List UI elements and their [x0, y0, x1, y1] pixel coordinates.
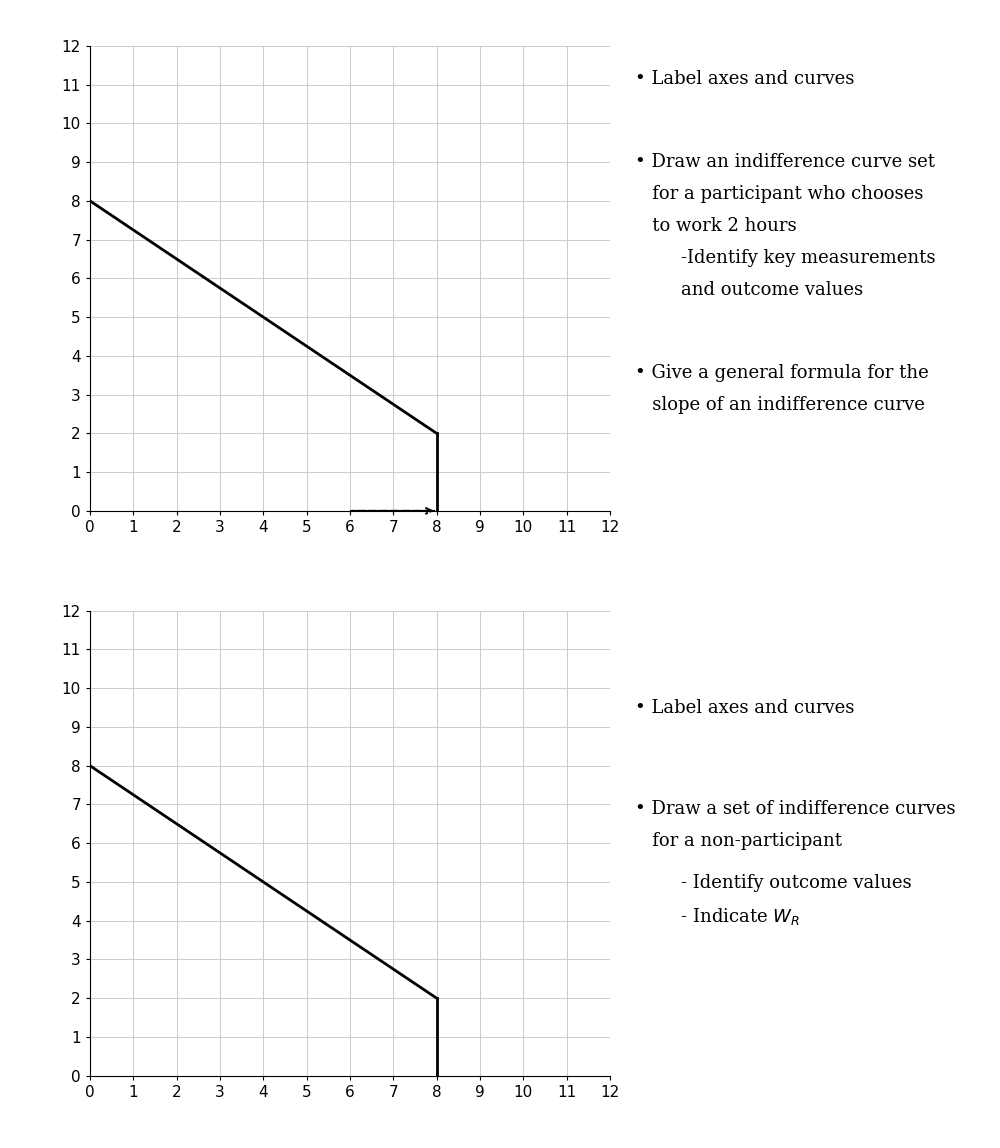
Text: • Give a general formula for the: • Give a general formula for the	[635, 364, 929, 382]
Text: slope of an indifference curve: slope of an indifference curve	[635, 396, 925, 414]
Text: for a participant who chooses: for a participant who chooses	[635, 185, 923, 203]
Text: - Indicate $W_R$: - Indicate $W_R$	[635, 906, 800, 926]
Text: • Draw a set of indifference curves: • Draw a set of indifference curves	[635, 800, 956, 819]
Text: • Label axes and curves: • Label axes and curves	[635, 699, 854, 718]
Text: -Identify key measurements: -Identify key measurements	[635, 249, 936, 267]
Text: - Identify outcome values: - Identify outcome values	[635, 874, 912, 892]
Text: for a non-participant: for a non-participant	[635, 832, 842, 851]
Text: and outcome values: and outcome values	[635, 281, 863, 300]
Text: to work 2 hours: to work 2 hours	[635, 217, 797, 235]
Text: • Label axes and curves: • Label axes and curves	[635, 70, 854, 88]
Text: • Draw an indifference curve set: • Draw an indifference curve set	[635, 153, 935, 171]
